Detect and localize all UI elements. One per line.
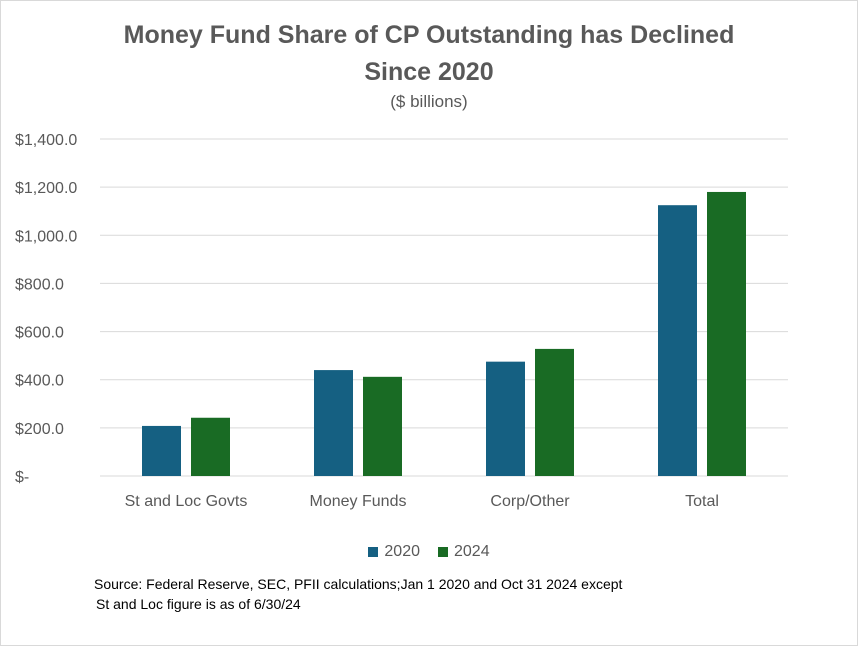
legend-label-2024: 2024 bbox=[454, 543, 490, 560]
x-tick-label: Corp/Other bbox=[490, 493, 570, 510]
bar-2020-3 bbox=[658, 205, 697, 477]
chart-title-line-1: Money Fund Share of CP Outstanding has D… bbox=[123, 21, 735, 49]
legend-label-2020: 2020 bbox=[384, 543, 420, 560]
bar-2024-1 bbox=[363, 376, 402, 476]
bar-2020-2 bbox=[486, 361, 525, 476]
bar-2020-1 bbox=[314, 370, 353, 476]
legend-item-2020: 2020 bbox=[368, 543, 420, 561]
x-tick-label: Total bbox=[685, 493, 719, 510]
legend-swatch-2024 bbox=[438, 547, 448, 557]
y-tick-label: $600.0 bbox=[15, 325, 64, 342]
chart-subtitle: ($ billions) bbox=[390, 92, 468, 111]
bar-2024-3 bbox=[707, 191, 746, 476]
bar-2024-2 bbox=[535, 348, 574, 476]
y-tick-label: $1,400.0 bbox=[15, 132, 77, 149]
x-tick-label: St and Loc Govts bbox=[125, 493, 248, 510]
bar-2020-0 bbox=[142, 425, 181, 476]
chart-title-line-2: Since 2020 bbox=[364, 58, 494, 86]
legend-item-2024: 2024 bbox=[438, 543, 490, 561]
legend-swatch-2020 bbox=[368, 547, 379, 557]
source-note-line-1: Source: Federal Reserve, SEC, PFII calcu… bbox=[94, 576, 623, 592]
y-tick-label: $200.0 bbox=[15, 421, 64, 438]
y-tick-label: $400.0 bbox=[15, 373, 64, 390]
y-tick-label: $800.0 bbox=[15, 276, 64, 293]
y-tick-label: $1,000.0 bbox=[15, 228, 77, 245]
bar-2024-0 bbox=[191, 417, 230, 476]
y-tick-label: $- bbox=[15, 469, 29, 486]
legend: 2020 2024 bbox=[0, 543, 858, 561]
y-tick-label: $1,200.0 bbox=[15, 180, 77, 197]
x-tick-label: Money Funds bbox=[310, 493, 407, 510]
source-note: Source: Federal Reserve, SEC, PFII calcu… bbox=[94, 574, 622, 614]
source-note-line-2: St and Loc figure is as of 6/30/24 bbox=[96, 596, 301, 612]
